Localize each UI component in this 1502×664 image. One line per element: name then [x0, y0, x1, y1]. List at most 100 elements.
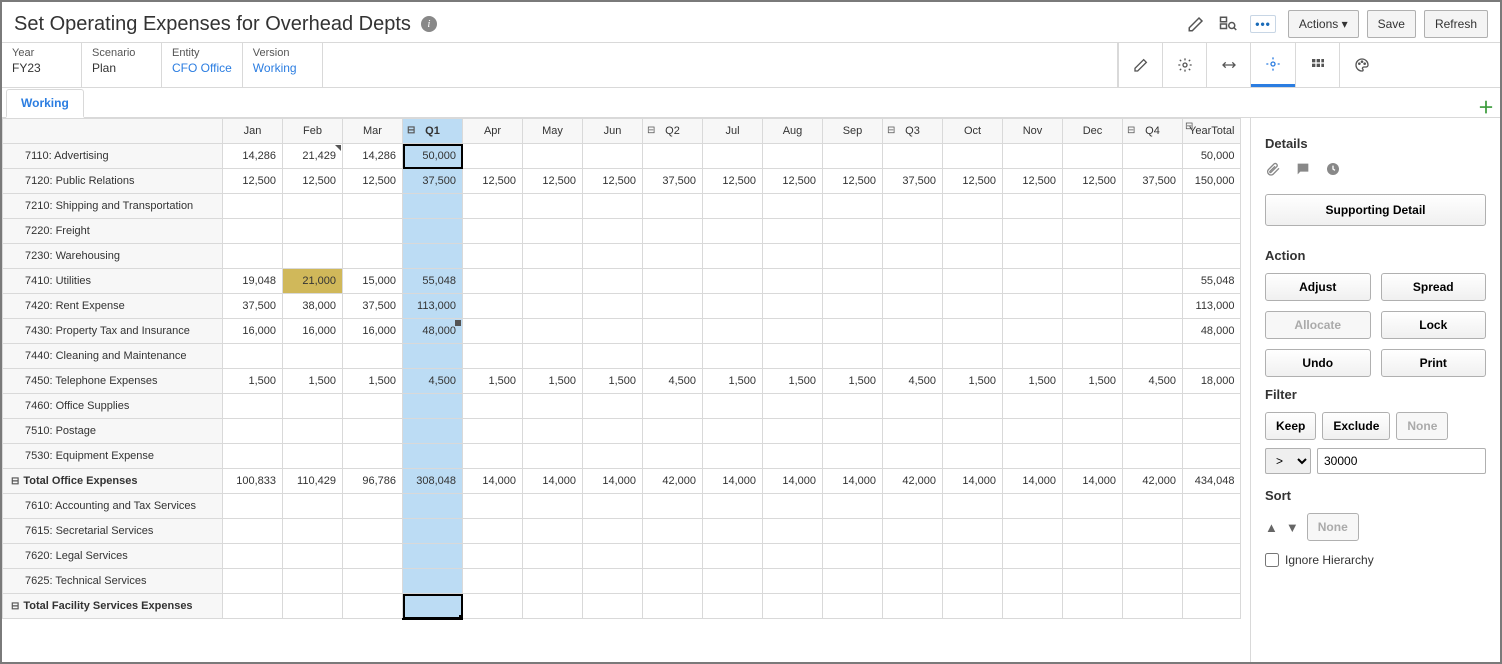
grid-cell[interactable] — [823, 194, 883, 219]
filter-none-button[interactable]: None — [1396, 412, 1448, 440]
grid-cell[interactable]: 37,500 — [883, 169, 943, 194]
grid-cell[interactable] — [823, 144, 883, 169]
grid-cell[interactable] — [283, 444, 343, 469]
grid-cell[interactable] — [223, 594, 283, 619]
grid-cell[interactable] — [643, 594, 703, 619]
grid-cell[interactable] — [223, 544, 283, 569]
grid-cell[interactable] — [223, 519, 283, 544]
grid-cell[interactable] — [523, 419, 583, 444]
grid-cell[interactable] — [883, 394, 943, 419]
grid-cell[interactable] — [1183, 594, 1241, 619]
grid-cell[interactable] — [523, 344, 583, 369]
grid-cell[interactable] — [583, 269, 643, 294]
grid-cell[interactable]: 96,786 — [343, 469, 403, 494]
grid-cell[interactable] — [523, 244, 583, 269]
grid-cell[interactable] — [1123, 569, 1183, 594]
grid-cell[interactable] — [703, 344, 763, 369]
row-header[interactable]: 7615: Secretarial Services — [3, 519, 223, 544]
grid-cell[interactable] — [943, 569, 1003, 594]
grid-cell[interactable] — [403, 394, 463, 419]
grid-cell[interactable] — [1063, 544, 1123, 569]
grid-cell[interactable] — [1063, 394, 1123, 419]
grid-cell[interactable] — [403, 519, 463, 544]
grid-cell[interactable] — [343, 444, 403, 469]
grid-cell[interactable]: 50,000 — [403, 144, 463, 169]
grid-cell[interactable] — [463, 344, 523, 369]
grid-cell[interactable] — [1003, 569, 1063, 594]
grid-cell[interactable] — [1183, 394, 1241, 419]
grid-cell[interactable]: 4,500 — [403, 369, 463, 394]
grid-cell[interactable] — [1123, 344, 1183, 369]
grid-cell[interactable]: 12,500 — [703, 169, 763, 194]
column-header-jun[interactable]: Jun — [583, 119, 643, 144]
column-header-may[interactable]: May — [523, 119, 583, 144]
grid-cell[interactable] — [943, 594, 1003, 619]
grid-cell[interactable] — [703, 569, 763, 594]
grid-cell[interactable] — [1123, 544, 1183, 569]
grid-cell[interactable]: 113,000 — [1183, 294, 1241, 319]
grid-cell[interactable] — [763, 519, 823, 544]
grid-cell[interactable] — [1123, 594, 1183, 619]
grid-cell[interactable]: 42,000 — [1123, 469, 1183, 494]
grid-cell[interactable]: 14,286 — [223, 144, 283, 169]
grid-cell[interactable] — [223, 419, 283, 444]
grid-cell[interactable]: 1,500 — [463, 369, 523, 394]
grid-cell[interactable] — [703, 319, 763, 344]
pov-version[interactable]: Version Working — [243, 43, 323, 87]
grid-cell[interactable] — [703, 294, 763, 319]
grid-cell[interactable] — [763, 244, 823, 269]
grid-cell[interactable] — [1183, 419, 1241, 444]
grid-cell[interactable] — [883, 569, 943, 594]
grid-cell[interactable] — [283, 219, 343, 244]
grid-cell[interactable]: 48,000 — [403, 319, 463, 344]
grid-cell[interactable] — [1003, 194, 1063, 219]
grid-cell[interactable] — [343, 219, 403, 244]
filter-value-input[interactable] — [1317, 448, 1486, 474]
column-header-oct[interactable]: Oct — [943, 119, 1003, 144]
grid-cell[interactable] — [1183, 494, 1241, 519]
grid-cell[interactable]: 37,500 — [643, 169, 703, 194]
grid-cell[interactable] — [703, 144, 763, 169]
grid-cell[interactable] — [643, 544, 703, 569]
grid-cell[interactable] — [283, 419, 343, 444]
grid-cell[interactable] — [643, 144, 703, 169]
row-header[interactable]: 7220: Freight — [3, 219, 223, 244]
grid-cell[interactable] — [523, 494, 583, 519]
grid-cell[interactable] — [1183, 569, 1241, 594]
grid-cell[interactable] — [763, 569, 823, 594]
grid-cell[interactable]: 100,833 — [223, 469, 283, 494]
grid-cell[interactable] — [403, 419, 463, 444]
grid-cell[interactable] — [703, 269, 763, 294]
grid-cell[interactable] — [1063, 419, 1123, 444]
grid-cell[interactable] — [643, 269, 703, 294]
grid-cell[interactable] — [883, 544, 943, 569]
grid-cell[interactable] — [883, 444, 943, 469]
grid-cell[interactable] — [223, 219, 283, 244]
grid-cell[interactable] — [1063, 319, 1123, 344]
grid-cell[interactable] — [343, 494, 403, 519]
grid-cell[interactable] — [403, 594, 463, 619]
grid-cell[interactable]: 37,500 — [223, 294, 283, 319]
grid-cell[interactable] — [1003, 519, 1063, 544]
grid-cell[interactable] — [643, 494, 703, 519]
grid-cell[interactable] — [763, 294, 823, 319]
grid-icon[interactable] — [1295, 43, 1339, 87]
grid-cell[interactable] — [883, 494, 943, 519]
grid-cell[interactable] — [583, 219, 643, 244]
grid-cell[interactable]: 14,000 — [523, 469, 583, 494]
grid-cell[interactable] — [223, 344, 283, 369]
grid-cell[interactable]: 55,048 — [403, 269, 463, 294]
row-header[interactable]: 7530: Equipment Expense — [3, 444, 223, 469]
grid-cell[interactable]: 42,000 — [883, 469, 943, 494]
row-header[interactable]: 7450: Telephone Expenses — [3, 369, 223, 394]
grid-cell[interactable] — [403, 444, 463, 469]
grid-cell[interactable]: 150,000 — [1183, 169, 1241, 194]
grid-cell[interactable] — [463, 219, 523, 244]
grid-cell[interactable] — [1123, 219, 1183, 244]
grid-cell[interactable]: 14,000 — [463, 469, 523, 494]
grid-cell[interactable]: 1,500 — [1063, 369, 1123, 394]
find-icon[interactable] — [1214, 10, 1242, 38]
grid-cell[interactable] — [463, 494, 523, 519]
grid-cell[interactable]: 4,500 — [883, 369, 943, 394]
row-header[interactable]: 7410: Utilities — [3, 269, 223, 294]
